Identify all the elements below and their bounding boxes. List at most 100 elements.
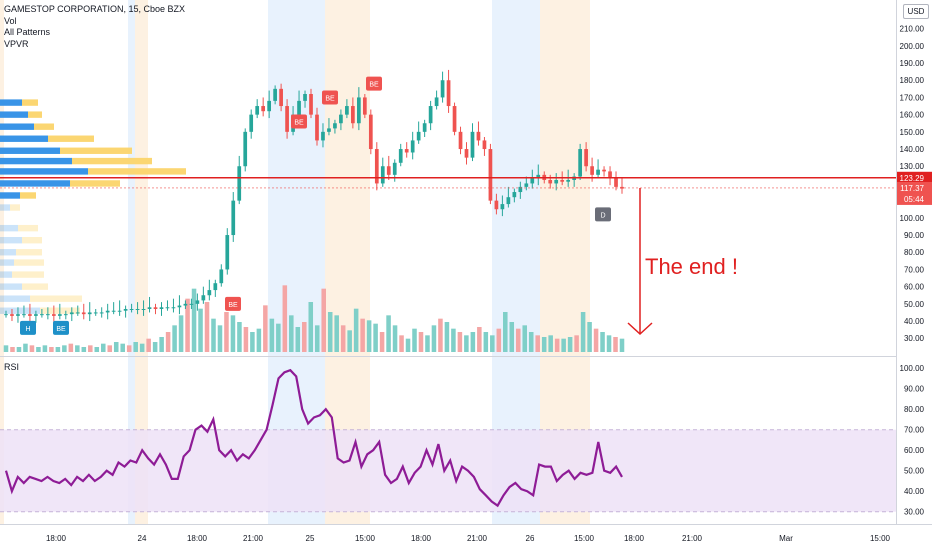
vpvr-profile bbox=[0, 99, 186, 314]
pattern-badge bbox=[366, 76, 382, 91]
candle-body bbox=[458, 131, 463, 150]
pattern-badge bbox=[53, 320, 69, 335]
rsi-tick-label: 70.00 bbox=[904, 426, 925, 435]
pattern-label: BE bbox=[325, 95, 335, 102]
vpvr-bar-up bbox=[0, 147, 60, 154]
volume-bar bbox=[503, 312, 508, 352]
candle-body bbox=[351, 106, 355, 124]
candle-body bbox=[548, 180, 553, 184]
volume-bar bbox=[425, 335, 430, 352]
price-tick-label: 30.00 bbox=[904, 334, 925, 343]
volume-bar bbox=[379, 332, 385, 352]
time-tick-label: 26 bbox=[526, 534, 535, 543]
vpvr-bar-down bbox=[16, 249, 42, 256]
candle-body bbox=[4, 314, 8, 316]
volume-bar bbox=[522, 325, 528, 352]
rsi-tick-label: 90.00 bbox=[904, 385, 925, 394]
volume-bar bbox=[295, 327, 301, 352]
indicator-vpvr-label[interactable]: VPVR bbox=[4, 38, 29, 49]
candle-body bbox=[105, 310, 110, 313]
candle-body bbox=[171, 307, 176, 309]
candle-body bbox=[368, 114, 373, 150]
candle-body bbox=[524, 183, 529, 187]
candle-body bbox=[464, 149, 469, 158]
volume-bar bbox=[243, 327, 249, 352]
volume-bar bbox=[340, 325, 346, 352]
vpvr-bar-up bbox=[0, 307, 40, 314]
volume-bar bbox=[613, 337, 618, 352]
candle-body bbox=[303, 94, 307, 101]
pattern-label: BE bbox=[228, 302, 238, 309]
pattern-label: BE bbox=[369, 82, 379, 89]
candle-body bbox=[81, 312, 86, 315]
rsi-title[interactable]: RSI bbox=[4, 362, 20, 372]
vpvr-bar-up bbox=[0, 135, 48, 142]
candle-body bbox=[392, 162, 397, 175]
volume-bar bbox=[88, 345, 93, 352]
candle-body bbox=[374, 149, 379, 184]
rsi-tick-label: 60.00 bbox=[904, 446, 925, 455]
pattern-marker: BE bbox=[291, 114, 307, 129]
symbol-title[interactable]: GAMESTOP CORPORATION, 15, Cboe BZX bbox=[4, 4, 186, 14]
time-axis: 18:00 24 18:00 21:00 25 15:00 18:00 21:00 26 15:0… bbox=[46, 534, 891, 543]
annotation-text[interactable]: The end ! bbox=[645, 254, 738, 279]
candle-body bbox=[219, 269, 224, 284]
volume-bar bbox=[3, 345, 9, 352]
candle-body bbox=[422, 123, 427, 132]
candle-body bbox=[135, 309, 140, 310]
volume-bar bbox=[107, 345, 113, 352]
candle-body bbox=[566, 180, 571, 182]
volume-bar bbox=[347, 330, 352, 352]
price-level-line[interactable] bbox=[0, 177, 896, 189]
candle-body bbox=[560, 180, 565, 182]
candle-body bbox=[261, 106, 266, 112]
volume-bar bbox=[68, 343, 74, 352]
vpvr-bar-down bbox=[30, 295, 82, 302]
volume-bar bbox=[49, 347, 54, 352]
vpvr-bar-up bbox=[0, 157, 72, 165]
price-label-text: 117.37 bbox=[900, 184, 924, 193]
volume-bar bbox=[185, 298, 190, 352]
volume-bar bbox=[587, 322, 592, 352]
time-tick-label: 15:00 bbox=[355, 534, 376, 543]
pattern-label: BE bbox=[56, 326, 66, 333]
vpvr-bar-up bbox=[0, 192, 20, 199]
indicator-vol-label[interactable]: Vol bbox=[4, 15, 17, 26]
volume-bar bbox=[438, 318, 443, 352]
volume-bar bbox=[178, 315, 184, 352]
time-tick-label: 24 bbox=[138, 534, 147, 543]
volume-bar bbox=[282, 285, 288, 352]
candle-body bbox=[584, 149, 588, 167]
rsi-tick-label: 100.00 bbox=[900, 364, 925, 373]
volume-bar bbox=[263, 305, 268, 352]
candle-body bbox=[159, 307, 164, 309]
rsi-tick-label: 40.00 bbox=[904, 487, 925, 496]
time-tick-label: 18:00 bbox=[46, 534, 67, 543]
vpvr-bar-down bbox=[22, 283, 48, 290]
candle-body bbox=[327, 128, 331, 132]
volume-bar bbox=[224, 312, 229, 352]
candle-body bbox=[554, 180, 559, 184]
indicator-patterns-label[interactable]: All Patterns bbox=[4, 27, 51, 37]
candle-body bbox=[357, 97, 361, 124]
volume-bars bbox=[3, 285, 625, 352]
volume-bar bbox=[593, 328, 599, 352]
time-tick-label: 18:00 bbox=[411, 534, 432, 543]
candle-body bbox=[518, 186, 523, 193]
volume-bar bbox=[580, 312, 586, 352]
vpvr-bar-down bbox=[18, 224, 38, 232]
volume-bar bbox=[16, 347, 22, 352]
volume-bar bbox=[230, 315, 236, 352]
currency-label[interactable]: USD bbox=[903, 4, 929, 19]
vpvr-bar-up bbox=[0, 168, 88, 175]
downward-arrow-annotation[interactable] bbox=[627, 188, 653, 336]
volume-bar bbox=[606, 335, 612, 352]
vpvr-bar-up bbox=[0, 283, 22, 290]
session-band bbox=[135, 0, 148, 524]
volume-bar bbox=[561, 338, 566, 352]
volume-bar bbox=[204, 302, 210, 352]
price-tick-label: 180.00 bbox=[900, 76, 925, 85]
vpvr-bar-up bbox=[0, 295, 30, 302]
volume-bar bbox=[198, 308, 203, 352]
